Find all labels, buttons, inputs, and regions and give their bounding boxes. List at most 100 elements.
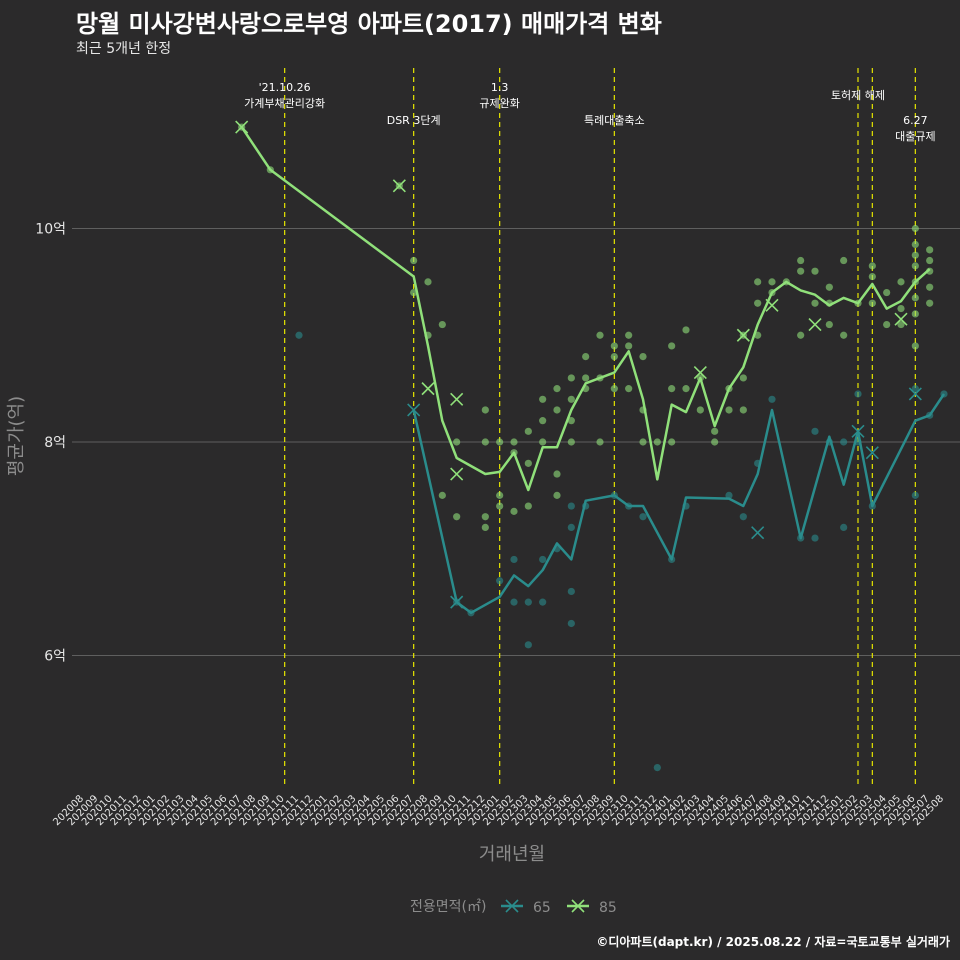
x-marker [421,382,435,396]
x-marker [736,328,750,342]
data-point [510,598,518,606]
legend-key-marker [505,899,519,913]
series-line [412,393,946,615]
legend-label: 85 [599,900,617,916]
data-point [911,342,919,350]
data-point [711,438,719,446]
data-point [524,427,532,435]
data-point [453,438,461,446]
data-point [496,502,504,510]
series-line [240,126,931,492]
event-label: '21.10.26 [259,81,311,94]
event-label: 특례대출축소 [584,114,645,127]
data-point [582,374,590,382]
data-point [496,577,504,585]
data-point [825,320,833,329]
data-point [553,406,561,414]
data-point [539,598,547,606]
data-point [524,641,532,649]
data-point [811,534,819,542]
data-point [911,240,919,249]
data-point [596,331,604,339]
event-label: 1.3 [491,81,509,94]
data-point [754,278,762,286]
data-point [510,438,518,446]
data-point [682,385,690,393]
data-point [754,299,762,307]
source-caption: ©디아파트(dapt.kr) / 2025.08.22 / 자료=국토교통부 실… [596,935,950,949]
data-point [496,491,504,499]
data-point [481,438,489,446]
legend-key-marker [571,899,585,913]
data-point [696,406,704,414]
data-point [639,513,647,521]
data-point [668,438,676,446]
data-point [868,299,876,307]
data-point [911,310,919,318]
event-label: 규제완화 [479,97,519,110]
x-marker [894,312,908,326]
data-point [883,288,891,297]
data-point [739,374,747,382]
data-point [840,438,848,446]
data-point [567,523,575,532]
data-point [868,272,876,281]
x-marker [450,595,464,609]
data-point [725,491,733,499]
x-marker [851,424,865,438]
data-point [295,331,303,339]
data-point [567,417,575,425]
data-point [911,262,919,270]
chart-title: 망월 미사강변사랑으로부영 아파트(2017) 매매가격 변화 [76,10,662,38]
data-point [567,438,575,446]
data-point [553,491,561,499]
data-point [625,331,633,339]
x-marker [808,318,822,332]
data-point [639,438,647,446]
x-axis-title: 거래년월 [479,844,545,865]
data-point [926,299,934,307]
data-point [840,256,848,265]
data-point [610,342,618,350]
data-point [739,513,747,521]
event-label: 6.27 [903,114,928,127]
x-marker [392,179,406,193]
data-point [854,390,862,398]
data-point [553,385,561,393]
data-point [911,224,919,233]
y-tick-label: 6억 [44,649,66,665]
data-point [625,342,633,350]
data-point [639,353,647,361]
data-point [524,598,532,606]
x-marker [450,392,464,406]
event-label: DSR 3단계 [387,114,441,127]
data-point [883,320,891,329]
data-point [668,342,676,350]
legend-title: 전용면적(㎡) [410,899,486,915]
data-point [510,507,518,515]
data-point [840,523,848,532]
data-point [539,555,547,564]
data-point [811,267,819,275]
data-point [897,278,905,286]
chart-subtitle: 최근 5개년 한정 [76,41,172,57]
event-label: 가계부채관리강화 [244,97,325,110]
data-point [653,763,661,772]
legend-label: 65 [533,900,551,916]
data-point [567,502,575,510]
data-point [668,385,676,393]
data-point [625,385,633,393]
data-point [653,438,661,446]
data-point [496,438,504,446]
data-point [510,555,518,564]
data-point [768,395,776,403]
y-tick-label: 10억 [35,222,66,238]
data-point [682,326,690,334]
data-point [811,427,819,435]
data-point [897,304,905,313]
data-point [868,262,876,270]
data-point [567,395,575,403]
data-point [768,278,776,286]
x-marker [450,467,464,481]
